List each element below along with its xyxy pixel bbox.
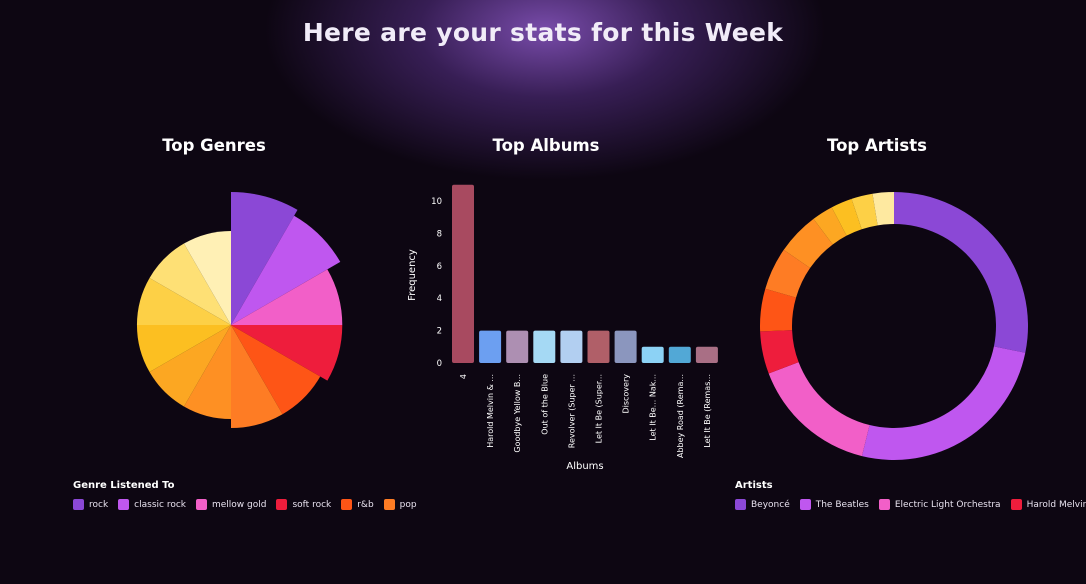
album-bar[interactable] (452, 184, 474, 363)
genres-legend-items: rock classic rock mellow gold soft rock r&b p… (73, 499, 417, 510)
album-bar[interactable] (695, 346, 718, 363)
legend-label: soft rock (292, 499, 332, 510)
legend-swatch (118, 499, 130, 510)
legend-item[interactable]: Beyoncé (735, 499, 790, 510)
legend-item[interactable]: The Beatles (799, 499, 869, 510)
legend-item[interactable]: pop (383, 499, 417, 510)
x-tick-label: Harold Melvin & ... (486, 374, 495, 448)
y-tick-label: 2 (437, 327, 442, 337)
artist-segment[interactable] (760, 288, 797, 332)
y-axis-label: Frequency (407, 249, 418, 301)
legend-item[interactable]: r&b (341, 499, 374, 510)
legend-item[interactable]: rock (73, 499, 108, 510)
genres-legend: Genre Listened To rock classic rock mellow… (73, 480, 417, 510)
album-bar[interactable] (641, 346, 664, 363)
artist-segment[interactable] (765, 249, 811, 298)
x-tick-label: 4 (459, 374, 468, 379)
y-tick-label: 0 (437, 359, 442, 369)
y-tick-label: 6 (437, 262, 442, 272)
legend-item[interactable]: Electric Light Orchestra (878, 499, 1001, 510)
legend-swatch (383, 499, 395, 510)
artists-legend-title: Artists (735, 480, 773, 491)
x-tick-label: Revolver (Super ... (567, 374, 576, 448)
artist-segment[interactable] (783, 218, 833, 269)
genre-segment[interactable] (231, 325, 283, 429)
legend-label: rock (89, 499, 109, 510)
genres-chart-title: Top Genres (162, 136, 266, 155)
genre-segment[interactable] (183, 325, 231, 420)
legend-item[interactable]: classic rock (118, 499, 186, 510)
albums-chart-title: Top Albums (492, 136, 600, 155)
legend-swatch (276, 499, 288, 510)
album-bar[interactable] (479, 330, 502, 363)
artists-legend: Artists Beyoncé The Beatles Electric Light… (735, 480, 1086, 510)
page-title: Here are your stats for this Week (302, 18, 784, 47)
artist-segment[interactable] (768, 362, 870, 457)
album-bar[interactable] (506, 330, 529, 363)
legend-label: mellow gold (212, 499, 267, 510)
artist-segment[interactable] (813, 207, 847, 245)
x-axis-label: Albums (566, 461, 603, 472)
legend-item[interactable]: mellow gold (196, 499, 266, 510)
legend-swatch (341, 499, 353, 510)
genre-segment[interactable] (231, 215, 341, 325)
legend-label: Electric Light Orchestra (894, 499, 1001, 510)
album-bar[interactable] (560, 330, 583, 363)
x-tick-label: Abbey Road (Rema... (676, 374, 685, 458)
genres-legend-title: Genre Listened To (73, 480, 175, 491)
album-bar[interactable] (533, 330, 556, 363)
genre-segment[interactable] (231, 192, 298, 325)
artist-segment[interactable] (831, 198, 862, 236)
legend-label: Beyoncé (751, 499, 790, 510)
genre-segment[interactable] (183, 230, 231, 325)
genre-segment[interactable] (149, 325, 231, 407)
album-bar[interactable] (587, 330, 610, 363)
legend-label: Harold Melvin & (1026, 499, 1086, 510)
genre-segment[interactable] (231, 325, 343, 381)
artists-chart-title: Top Artists (827, 136, 927, 155)
genre-segment[interactable] (136, 277, 231, 325)
artist-segment[interactable] (894, 192, 1028, 353)
y-tick-label: 10 (431, 197, 442, 207)
x-tick-label: Let It Be (Remas... (703, 374, 712, 448)
artist-segment[interactable] (760, 330, 799, 374)
genre-segment[interactable] (231, 269, 343, 325)
genre-segment[interactable] (231, 325, 321, 415)
legend-label: r&b (357, 499, 374, 510)
genre-segment[interactable] (149, 243, 231, 325)
x-tick-label: Let It Be (Super... (595, 374, 604, 443)
artist-segment[interactable] (861, 346, 1026, 460)
legend-label: pop (399, 499, 417, 510)
x-tick-label: Let It Be... Nak... (649, 374, 658, 441)
x-tick-label: Out of the Blue (540, 374, 549, 435)
artists-legend-items: Beyoncé The Beatles Electric Light Orchest… (735, 499, 1086, 510)
legend-label: The Beatles (815, 499, 869, 510)
artist-segment[interactable] (851, 193, 878, 230)
legend-swatch (73, 499, 84, 510)
legend-item[interactable]: soft rock (276, 499, 331, 510)
album-bar[interactable] (614, 330, 637, 363)
legend-label: classic rock (134, 499, 186, 510)
legend-swatch (735, 499, 746, 510)
legend-swatch (196, 499, 207, 510)
y-tick-label: 4 (437, 294, 442, 304)
album-bar[interactable] (668, 346, 691, 363)
genre-segment[interactable] (136, 325, 231, 373)
legend-swatch (878, 499, 890, 510)
y-tick-label: 8 (437, 229, 442, 239)
x-tick-label: Goodbye Yellow B... (513, 374, 522, 453)
x-tick-label: Discovery (622, 374, 631, 414)
artist-segment[interactable] (872, 192, 894, 226)
legend-swatch (1010, 499, 1022, 510)
legend-swatch (799, 499, 811, 510)
legend-item[interactable]: Harold Melvin & (1010, 499, 1086, 510)
